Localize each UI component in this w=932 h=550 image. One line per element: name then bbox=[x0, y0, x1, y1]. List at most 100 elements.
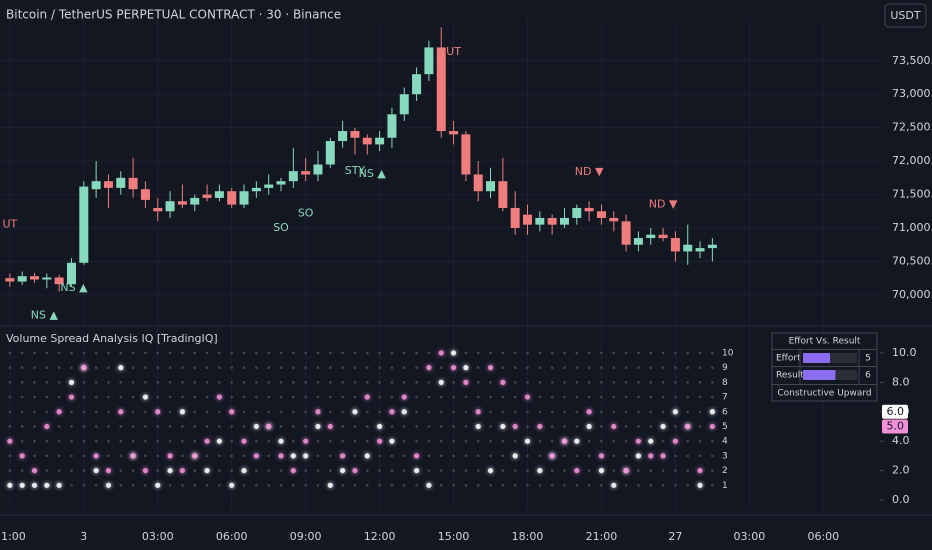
volume-dot bbox=[623, 467, 629, 474]
level-dot bbox=[144, 425, 147, 428]
level-dot bbox=[661, 366, 665, 369]
level-dot bbox=[538, 351, 542, 355]
level-dot bbox=[144, 483, 147, 487]
signal-label: ND ▼ bbox=[649, 198, 678, 211]
level-dot bbox=[353, 351, 357, 355]
level-dot bbox=[45, 366, 49, 369]
level-dot bbox=[33, 410, 36, 414]
currency-button[interactable] bbox=[884, 3, 927, 28]
candle-body bbox=[523, 214, 533, 225]
level-dot bbox=[686, 351, 690, 355]
level-dot bbox=[365, 410, 369, 414]
level-dot bbox=[304, 469, 307, 472]
candle-body bbox=[412, 74, 422, 95]
candle-body bbox=[424, 47, 434, 75]
level-dot bbox=[144, 439, 147, 443]
level-dot bbox=[82, 395, 86, 399]
level-dot bbox=[464, 483, 468, 487]
level-dot bbox=[193, 351, 197, 355]
currency-label[interactable]: USDT bbox=[890, 9, 921, 22]
level-dot bbox=[698, 366, 702, 369]
level-dot bbox=[255, 410, 258, 414]
level-dot bbox=[415, 351, 418, 355]
level-dot bbox=[476, 469, 480, 472]
level-dot bbox=[230, 366, 234, 369]
level-dot bbox=[193, 425, 197, 428]
level-dot bbox=[550, 410, 554, 414]
level-dot bbox=[686, 395, 690, 399]
volume-dot bbox=[253, 453, 259, 459]
level-dot bbox=[341, 425, 344, 428]
level-dot bbox=[57, 469, 61, 472]
level-dot bbox=[489, 410, 492, 414]
candle-body bbox=[202, 194, 212, 198]
level-dot bbox=[600, 410, 603, 414]
volume-dot bbox=[167, 467, 173, 474]
level-dot bbox=[181, 425, 184, 428]
y-tick-label: 72,500.0 bbox=[892, 121, 932, 134]
effort-result-table: Effort Vs. Result Constructive Upward Ef… bbox=[771, 332, 878, 402]
volume-dot bbox=[512, 423, 518, 430]
level-dot bbox=[452, 410, 455, 414]
level-dot bbox=[267, 454, 270, 458]
level-dot bbox=[168, 381, 172, 384]
level-dot bbox=[292, 381, 295, 384]
level-dot bbox=[119, 351, 123, 355]
level-dot bbox=[230, 425, 234, 428]
level-dot bbox=[587, 381, 591, 384]
level-label: 7 bbox=[722, 393, 728, 403]
level-dot bbox=[70, 425, 73, 428]
level-dot bbox=[193, 410, 197, 414]
x-tick-label: 27 bbox=[668, 530, 682, 543]
candle-body bbox=[128, 177, 138, 190]
level-dot bbox=[513, 469, 517, 472]
level-dot bbox=[33, 351, 36, 355]
level-dot bbox=[624, 483, 628, 487]
level-dot bbox=[94, 395, 98, 399]
level-dot bbox=[575, 483, 579, 487]
level-dot bbox=[686, 439, 690, 443]
level-dot bbox=[711, 469, 714, 472]
level-dot bbox=[8, 469, 12, 472]
level-dot bbox=[242, 410, 246, 414]
level-dot bbox=[365, 439, 369, 443]
candle-body bbox=[498, 181, 508, 208]
level-dot bbox=[168, 425, 172, 428]
level-dot bbox=[624, 425, 628, 428]
level-dot bbox=[563, 381, 566, 384]
level-dot bbox=[144, 410, 147, 414]
volume-dot bbox=[229, 409, 235, 415]
level-dot bbox=[476, 381, 480, 384]
level-dot bbox=[464, 454, 468, 458]
level-dot bbox=[612, 351, 616, 355]
level-dot bbox=[94, 483, 98, 487]
level-dot bbox=[230, 381, 234, 384]
level-dot bbox=[181, 366, 184, 369]
level-dot bbox=[329, 439, 332, 443]
level-dot bbox=[698, 439, 702, 443]
level-dot bbox=[674, 454, 677, 458]
candle-body bbox=[190, 197, 200, 205]
level-dot bbox=[563, 483, 566, 487]
level-dot bbox=[107, 395, 110, 399]
candle-body bbox=[264, 184, 274, 188]
x-tick-label: 3 bbox=[80, 530, 87, 543]
level-label: 3 bbox=[722, 451, 728, 461]
level-dot bbox=[452, 439, 455, 443]
volume-dot bbox=[216, 394, 222, 400]
level-dot bbox=[476, 439, 480, 443]
candle-body bbox=[288, 171, 298, 182]
level-dot bbox=[489, 351, 492, 355]
level-dot bbox=[624, 395, 628, 399]
level-dot bbox=[20, 395, 24, 399]
level-dot bbox=[439, 425, 443, 428]
table-bar bbox=[803, 370, 836, 380]
level-dot bbox=[661, 439, 665, 443]
volume-dot bbox=[68, 379, 75, 385]
level-dot bbox=[402, 454, 406, 458]
level-dot bbox=[637, 425, 640, 428]
volume-dot bbox=[7, 482, 13, 488]
level-dot bbox=[526, 454, 529, 458]
level-dot bbox=[575, 381, 579, 384]
